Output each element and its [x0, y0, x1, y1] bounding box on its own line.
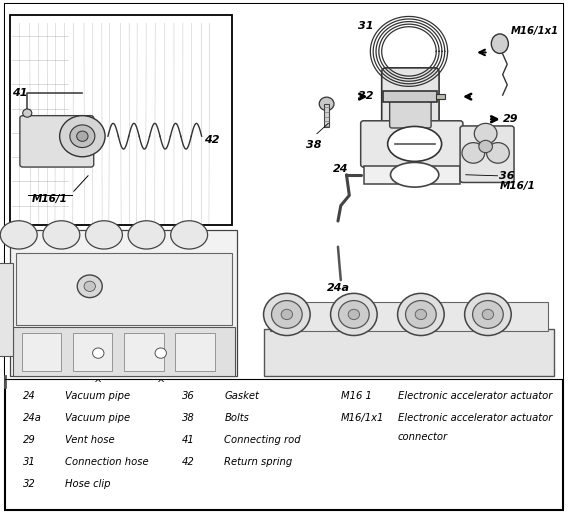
Circle shape: [23, 109, 32, 117]
Text: 31: 31: [23, 457, 35, 467]
Text: Return spring: Return spring: [224, 457, 293, 467]
Text: 36: 36: [499, 171, 514, 181]
Text: Electronic accelerator actuator: Electronic accelerator actuator: [398, 391, 552, 400]
FancyBboxPatch shape: [390, 96, 431, 128]
Bar: [13, 327, 235, 376]
Ellipse shape: [128, 221, 165, 249]
Ellipse shape: [0, 221, 37, 249]
Bar: [73, 333, 112, 371]
Ellipse shape: [415, 309, 427, 320]
Bar: [383, 91, 437, 102]
Ellipse shape: [281, 309, 293, 320]
Text: 41: 41: [182, 435, 194, 445]
Circle shape: [70, 125, 95, 148]
Text: M16/1x1: M16/1x1: [341, 413, 384, 423]
FancyBboxPatch shape: [361, 121, 463, 167]
Bar: [22, 333, 61, 371]
Ellipse shape: [170, 221, 208, 249]
Text: Connecting rod: Connecting rod: [224, 435, 301, 445]
Text: 41: 41: [12, 87, 28, 98]
Text: M16 1: M16 1: [341, 391, 371, 400]
FancyBboxPatch shape: [387, 81, 433, 99]
Text: Vent hose: Vent hose: [65, 435, 115, 445]
Bar: [0, 263, 13, 356]
Circle shape: [77, 131, 88, 141]
Ellipse shape: [272, 301, 302, 328]
Bar: [270, 302, 548, 331]
Ellipse shape: [473, 301, 503, 328]
Text: 32: 32: [358, 90, 373, 101]
Text: M16/1: M16/1: [500, 181, 536, 191]
Bar: [264, 329, 554, 376]
Ellipse shape: [264, 293, 310, 336]
Text: Vacuum pipe: Vacuum pipe: [65, 391, 131, 400]
Ellipse shape: [331, 293, 377, 336]
Text: M16/1x1: M16/1x1: [511, 26, 559, 36]
Ellipse shape: [86, 221, 123, 249]
FancyBboxPatch shape: [460, 126, 514, 182]
Text: 36: 36: [182, 391, 194, 400]
Text: M16/1: M16/1: [32, 194, 68, 204]
Text: 29: 29: [23, 435, 35, 445]
Bar: [16, 253, 232, 325]
Circle shape: [474, 123, 497, 144]
Bar: [364, 166, 460, 184]
Ellipse shape: [406, 301, 436, 328]
Ellipse shape: [398, 293, 444, 336]
Bar: [5, 4, 563, 379]
Text: 24a: 24a: [327, 283, 349, 293]
Text: ^: ^: [94, 379, 102, 389]
Ellipse shape: [491, 34, 508, 53]
Text: Gasket: Gasket: [224, 391, 259, 400]
Ellipse shape: [465, 293, 511, 336]
Text: Electronic accelerator actuator: Electronic accelerator actuator: [398, 413, 552, 423]
Ellipse shape: [339, 301, 369, 328]
Text: 32: 32: [23, 479, 35, 489]
Text: connector: connector: [398, 432, 448, 442]
Ellipse shape: [482, 309, 494, 320]
Text: 38: 38: [306, 140, 322, 150]
Ellipse shape: [348, 309, 360, 320]
Text: 24a: 24a: [23, 413, 41, 423]
Bar: [436, 94, 445, 99]
Circle shape: [479, 140, 492, 153]
Text: Hose clip: Hose clip: [65, 479, 111, 489]
Text: 42: 42: [204, 135, 220, 145]
Text: Vacuum pipe: Vacuum pipe: [65, 413, 131, 423]
Bar: [124, 333, 164, 371]
Text: ^: ^: [157, 379, 165, 389]
Text: 31: 31: [358, 21, 373, 31]
FancyBboxPatch shape: [382, 68, 439, 125]
Circle shape: [487, 143, 509, 163]
Circle shape: [319, 97, 334, 111]
Text: 24: 24: [333, 163, 349, 174]
Bar: [175, 333, 215, 371]
Text: 29: 29: [503, 114, 519, 124]
Circle shape: [77, 275, 102, 298]
Bar: [10, 230, 237, 376]
Circle shape: [93, 348, 104, 358]
Circle shape: [60, 116, 105, 157]
Text: Bolts: Bolts: [224, 413, 249, 423]
Ellipse shape: [391, 162, 438, 187]
Text: 24: 24: [23, 391, 35, 400]
FancyBboxPatch shape: [20, 116, 94, 167]
Bar: [324, 104, 329, 127]
Text: 42: 42: [182, 457, 194, 467]
Ellipse shape: [387, 126, 442, 161]
Circle shape: [155, 348, 166, 358]
Bar: [10, 15, 232, 225]
Circle shape: [84, 281, 95, 291]
Text: Connection hose: Connection hose: [65, 457, 149, 467]
Ellipse shape: [43, 221, 80, 249]
Text: 38: 38: [182, 413, 194, 423]
Circle shape: [462, 143, 485, 163]
